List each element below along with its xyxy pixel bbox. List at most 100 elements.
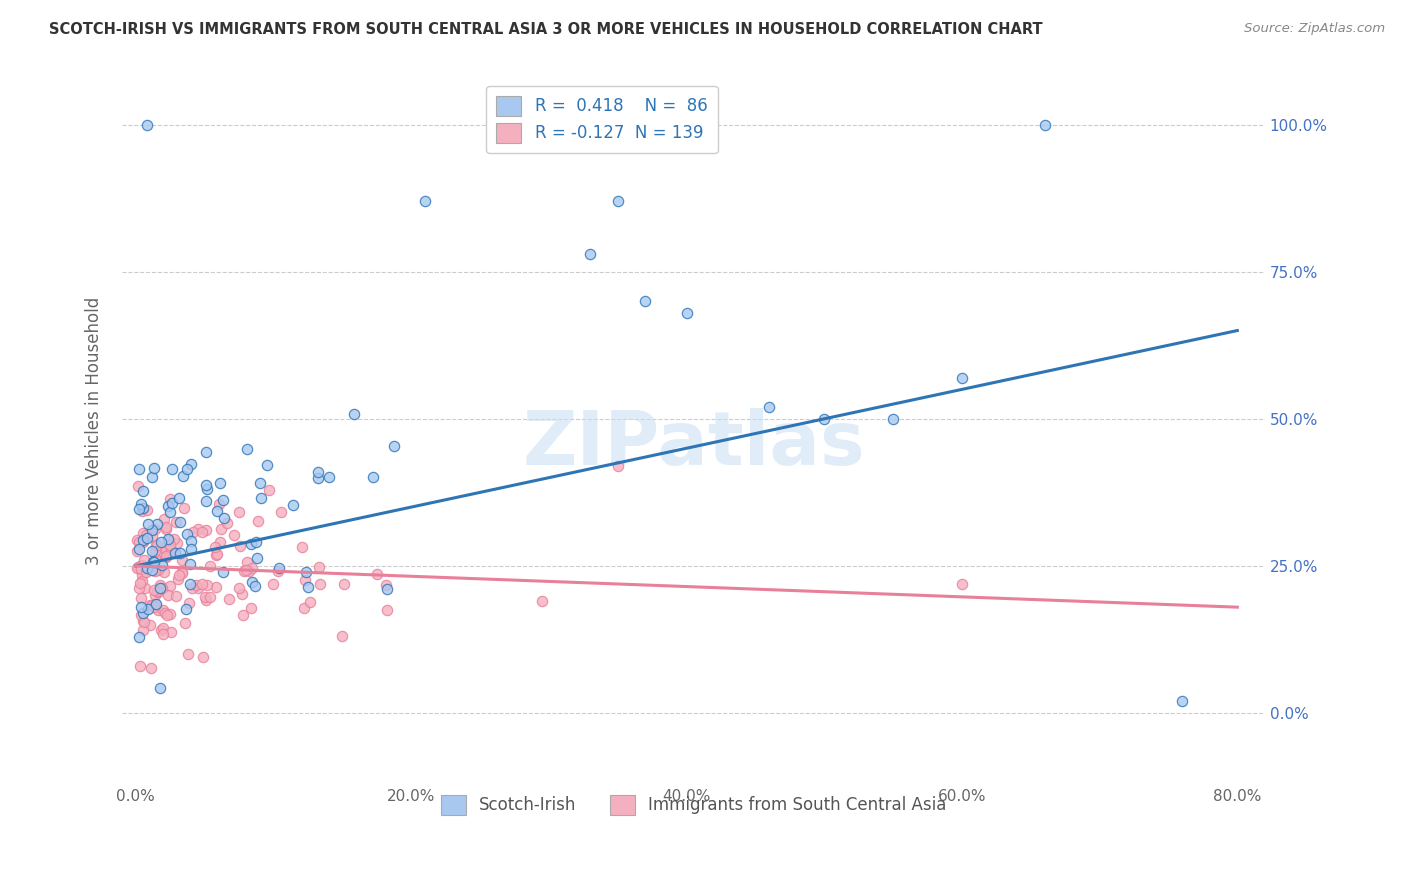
Point: [262, 577, 284, 591]
Point: [243, 578, 266, 592]
Point: [172, 553, 194, 567]
Point: [128, 535, 150, 549]
Point: [295, 565, 318, 579]
Point: [191, 524, 214, 539]
Point: [212, 566, 235, 580]
Point: [145, 522, 167, 536]
Point: [229, 539, 252, 553]
Point: [146, 517, 169, 532]
Point: [191, 649, 214, 664]
Legend: Scotch-Irish, Immigrants from South Central Asia: Scotch-Irish, Immigrants from South Cent…: [430, 784, 956, 825]
Point: [136, 517, 159, 532]
Point: [257, 483, 280, 497]
Point: [195, 523, 218, 537]
Point: [149, 581, 172, 595]
Point: [813, 412, 835, 426]
Point: [135, 565, 157, 579]
Point: [131, 558, 153, 572]
Point: [318, 470, 340, 484]
Point: [232, 608, 254, 623]
Point: [297, 580, 319, 594]
Point: [131, 568, 153, 582]
Point: [174, 615, 197, 630]
Point: [143, 551, 166, 566]
Point: [128, 630, 150, 644]
Point: [166, 536, 188, 550]
Point: [634, 294, 657, 309]
Point: [256, 458, 278, 472]
Point: [160, 461, 183, 475]
Point: [222, 527, 245, 541]
Point: [177, 647, 200, 661]
Point: [131, 606, 153, 620]
Point: [128, 581, 150, 595]
Point: [530, 594, 553, 608]
Point: [211, 493, 233, 508]
Point: [180, 541, 202, 556]
Point: [146, 538, 169, 552]
Point: [194, 494, 217, 508]
Point: [129, 659, 152, 673]
Point: [149, 681, 172, 695]
Point: [128, 502, 150, 516]
Point: [166, 572, 188, 586]
Point: [215, 516, 238, 530]
Point: [375, 603, 398, 617]
Point: [363, 470, 385, 484]
Point: [129, 607, 152, 622]
Point: [146, 602, 169, 616]
Point: [239, 601, 262, 615]
Text: ZIPatlas: ZIPatlas: [522, 409, 865, 481]
Point: [143, 554, 166, 568]
Point: [162, 545, 184, 559]
Point: [208, 535, 231, 549]
Point: [758, 400, 780, 414]
Point: [165, 515, 187, 529]
Point: [156, 607, 179, 622]
Point: [132, 615, 155, 629]
Point: [135, 560, 157, 574]
Point: [152, 603, 174, 617]
Point: [218, 592, 240, 607]
Point: [579, 247, 602, 261]
Point: [132, 484, 155, 499]
Point: [208, 497, 231, 511]
Point: [131, 574, 153, 588]
Point: [135, 528, 157, 542]
Point: [270, 505, 292, 519]
Point: [194, 590, 217, 604]
Point: [128, 559, 150, 574]
Point: [128, 462, 150, 476]
Point: [127, 533, 149, 548]
Point: [187, 582, 209, 596]
Point: [177, 596, 200, 610]
Point: [299, 594, 322, 608]
Point: [205, 547, 228, 561]
Point: [135, 118, 157, 132]
Point: [129, 591, 152, 605]
Point: [134, 581, 156, 595]
Point: [208, 476, 231, 491]
Point: [146, 585, 169, 599]
Point: [167, 491, 190, 505]
Point: [606, 194, 628, 208]
Point: [1171, 694, 1194, 708]
Point: [176, 526, 198, 541]
Point: [181, 581, 204, 595]
Point: [152, 621, 174, 635]
Point: [205, 548, 228, 562]
Point: [148, 563, 170, 577]
Point: [184, 577, 207, 591]
Point: [173, 500, 195, 515]
Point: [141, 661, 163, 675]
Point: [207, 504, 229, 518]
Point: [283, 498, 305, 512]
Point: [330, 629, 353, 643]
Point: [157, 533, 180, 547]
Point: [141, 469, 163, 483]
Point: [174, 602, 197, 616]
Point: [132, 615, 155, 629]
Point: [131, 562, 153, 576]
Point: [131, 504, 153, 518]
Point: [179, 557, 201, 571]
